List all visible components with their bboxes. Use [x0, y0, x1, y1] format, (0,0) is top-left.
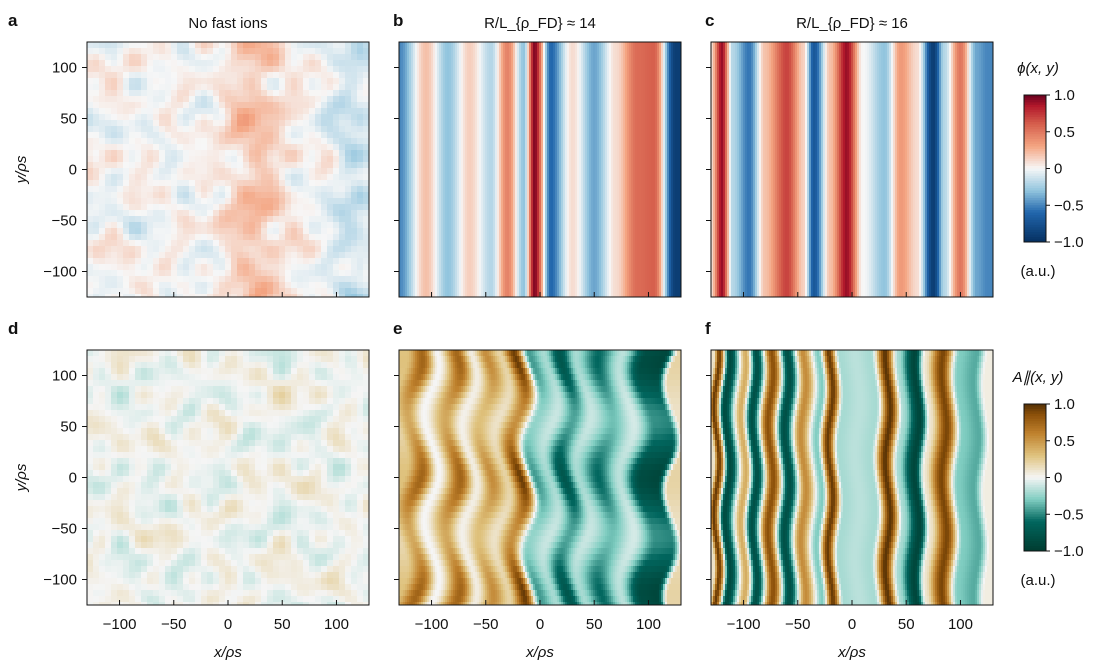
colorbar-tick-label: −0.5	[1054, 506, 1084, 523]
colorbars: ϕ(x, y) 1.0 0.5 0 −0.5 −1.0 (a.u.) A∥(x, y) 1.0 0…	[1012, 60, 1084, 589]
panel-title-a: No fast ions	[188, 15, 267, 32]
xtick-label: 0	[536, 616, 544, 633]
ytick-label: −50	[52, 521, 77, 538]
ytick-label: 0	[69, 162, 77, 179]
ytick-label: 0	[69, 470, 77, 487]
panel-a: 100 50 0 −50 −100 y/ρs a No fast ions	[8, 11, 370, 301]
panel-label-d: d	[8, 319, 18, 338]
colorbar-tick-label: 0.5	[1054, 433, 1075, 450]
panel-b: b R/L_{ρ_FD} ≈ 14	[393, 11, 682, 297]
colorbar-tick-label: −1.0	[1054, 543, 1084, 560]
panel-label-b: b	[393, 11, 403, 30]
heatmap-e	[399, 350, 682, 609]
xtick-label: 0	[848, 616, 856, 633]
ytick-label: 100	[52, 368, 77, 385]
colorbar-tick-label: 0	[1054, 470, 1062, 487]
panel-e: −100 −50 0 50 100 x/ρs e	[393, 319, 682, 661]
colorbar-title: A∥(x, y)	[1012, 369, 1064, 386]
panel-title-c: R/L_{ρ_FD} ≈ 16	[796, 15, 908, 32]
xtick-label: −50	[473, 616, 498, 633]
panel-label-f: f	[705, 319, 711, 338]
colorbar-tick-label: 0	[1054, 161, 1062, 178]
heatmap-a	[87, 42, 370, 301]
ytick-label: 50	[60, 419, 77, 436]
x-axis-label: x/ρs	[213, 644, 242, 661]
colorbar-unit: (a.u.)	[1020, 572, 1055, 589]
heatmap-f	[711, 350, 994, 609]
panel-label-c: c	[705, 11, 714, 30]
xtick-label: −50	[161, 616, 186, 633]
colorbar-tick-label: 1.0	[1054, 396, 1075, 413]
y-axis-label: y/ρs	[13, 463, 30, 492]
panel-d: 100 50 0 −50 −100 y/ρs −100 −50 0 50 100 x/ρs d	[8, 319, 370, 661]
xtick-label: 100	[636, 616, 661, 633]
panel-label-e: e	[393, 319, 402, 338]
ytick-label: −100	[43, 572, 77, 589]
xtick-label: 100	[324, 616, 349, 633]
xtick-label: 50	[898, 616, 915, 633]
ytick-label: −100	[43, 264, 77, 281]
xtick-label: 0	[224, 616, 232, 633]
ytick-label: 100	[52, 60, 77, 77]
colorbar-title: ϕ(x, y)	[1017, 60, 1059, 77]
xtick-label: −100	[103, 616, 137, 633]
panel-c: c R/L_{ρ_FD} ≈ 16	[705, 11, 994, 297]
x-axis-label: x/ρs	[525, 644, 554, 661]
xtick-label: 50	[586, 616, 603, 633]
colorbar-phi: ϕ(x, y) 1.0 0.5 0 −0.5 −1.0 (a.u.)	[1017, 60, 1083, 280]
xtick-label: 50	[274, 616, 291, 633]
xtick-label: −50	[785, 616, 810, 633]
xtick-label: −100	[415, 616, 449, 633]
heatmap-d	[87, 350, 370, 609]
colorbar-tick-label: −1.0	[1054, 234, 1084, 251]
colorbar-tick-label: 0.5	[1054, 124, 1075, 141]
heatmap-c	[711, 42, 994, 297]
xtick-label: 100	[948, 616, 973, 633]
y-axis-label: y/ρs	[13, 155, 30, 184]
colorbar-tick-label: 1.0	[1054, 87, 1075, 104]
heatmap-b	[399, 42, 682, 297]
colorbar-apar: A∥(x, y) 1.0 0.5 0 −0.5 −1.0 (a.u.)	[1012, 369, 1084, 589]
ytick-label: 50	[60, 111, 77, 128]
ytick-label: −50	[52, 213, 77, 230]
colorbar-unit: (a.u.)	[1020, 263, 1055, 280]
xtick-label: −100	[727, 616, 761, 633]
panel-f: −100 −50 0 50 100 x/ρs f	[705, 319, 994, 661]
colorbar-tick-label: −0.5	[1054, 197, 1084, 214]
panel-label-a: a	[8, 11, 18, 30]
panels: 100 50 0 −50 −100 y/ρs a No fast ions b R/L_{ρ_FD…	[8, 11, 994, 661]
panel-title-b: R/L_{ρ_FD} ≈ 14	[484, 15, 596, 32]
x-axis-label: x/ρs	[837, 644, 866, 661]
